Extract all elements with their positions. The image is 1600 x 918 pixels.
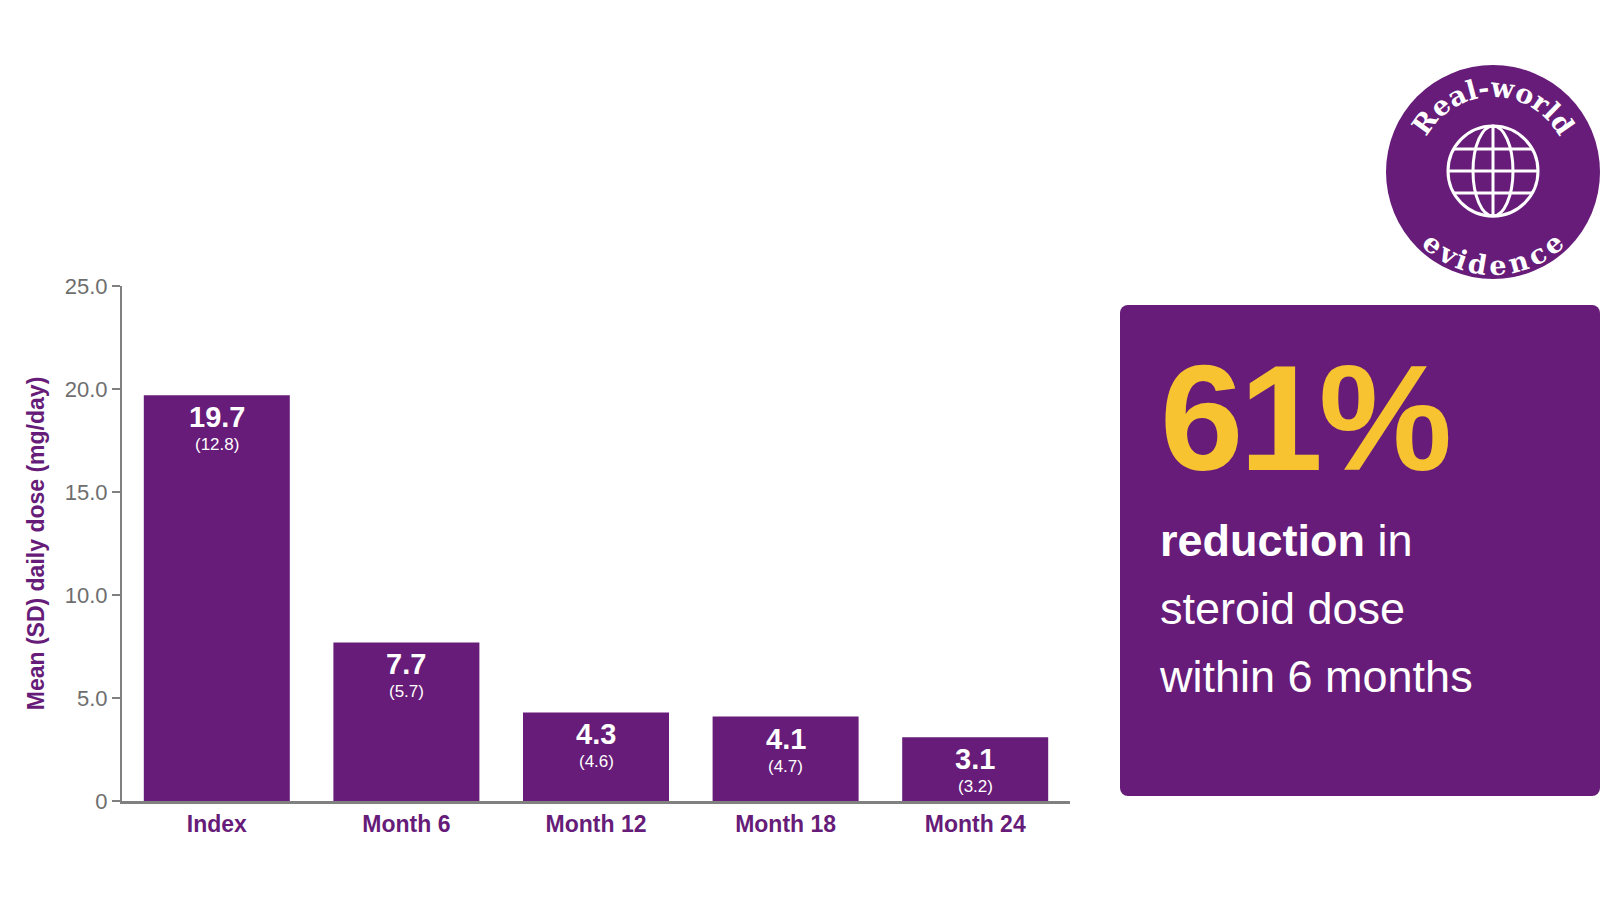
svg-text:Month 24: Month 24	[925, 811, 1026, 837]
svg-text:(3.2): (3.2)	[958, 777, 993, 796]
svg-text:4.3: 4.3	[576, 718, 616, 750]
svg-text:(4.6): (4.6)	[579, 752, 614, 771]
svg-text:7.7: 7.7	[386, 648, 426, 680]
svg-text:Mean (SD) daily dose (mg/day): Mean (SD) daily dose (mg/day)	[23, 377, 49, 711]
svg-text:Month 18: Month 18	[735, 811, 836, 837]
svg-text:5.0: 5.0	[77, 686, 108, 711]
svg-text:(4.7): (4.7)	[768, 757, 803, 776]
svg-text:evidence: evidence	[1417, 226, 1570, 280]
svg-text:20.0: 20.0	[65, 377, 108, 402]
svg-text:25.0: 25.0	[65, 274, 108, 299]
html-text:steroid dose: steroid dose	[1160, 583, 1406, 634]
svg-text:Real-world: Real-world	[1406, 71, 1581, 140]
svg-text:Month 12: Month 12	[546, 811, 647, 837]
svg-text:15.0: 15.0	[65, 480, 108, 505]
html-text:reduction in: reduction in	[1160, 515, 1413, 566]
svg-text:Month 6: Month 6	[362, 811, 450, 837]
svg-text:10.0: 10.0	[65, 583, 108, 608]
svg-text:3.1: 3.1	[955, 743, 995, 775]
html-text:within 6 months: within 6 months	[1160, 651, 1473, 702]
svg-text:0: 0	[95, 789, 107, 814]
svg-text:(12.8): (12.8)	[195, 435, 239, 454]
html-text:61%: 61%	[1160, 334, 1449, 502]
svg-text:4.1: 4.1	[766, 723, 806, 755]
svg-text:19.7: 19.7	[189, 401, 245, 433]
svg-text:(5.7): (5.7)	[389, 682, 424, 701]
svg-text:Index: Index	[187, 811, 247, 837]
